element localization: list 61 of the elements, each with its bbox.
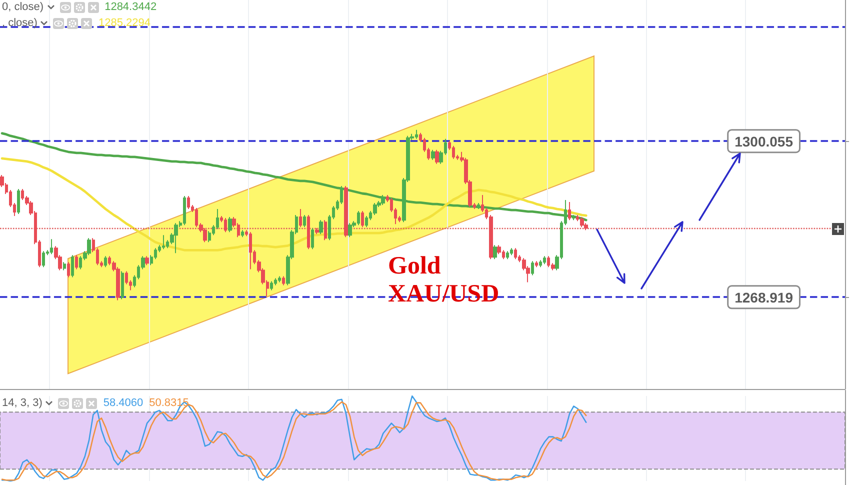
line-series [0, 132, 588, 222]
candlestick [373, 202, 377, 216]
candlestick [303, 214, 306, 228]
candlestick [307, 214, 310, 250]
annotation: 1284.3442 [104, 1, 157, 13]
candlestick [361, 210, 364, 228]
candlestick [174, 222, 178, 254]
candlestick [42, 250, 45, 268]
candlestick [493, 244, 497, 260]
candlestick [514, 248, 517, 260]
candlestick [315, 228, 319, 235]
annotation: 58.4060 [103, 397, 144, 409]
candlestick [228, 216, 232, 233]
candlestick [50, 238, 53, 255]
annotation: 1285.2294 [98, 17, 150, 29]
candlestick [531, 260, 534, 276]
candlestick [311, 228, 314, 250]
candlestick [452, 145, 455, 160]
candlestick [162, 234, 165, 250]
candlestick [510, 248, 513, 256]
candlestick [435, 149, 439, 164]
y-tick-label: 1300.055 [734, 134, 794, 150]
candlestick [224, 218, 227, 233]
candlestick [104, 256, 107, 268]
candlestick [63, 262, 66, 271]
line-series [0, 157, 588, 252]
annotation: 50.8315 [149, 397, 189, 409]
candlestick [348, 222, 352, 238]
annotation: , close) [2, 17, 38, 29]
candlestick [319, 220, 323, 235]
candlestick [282, 276, 285, 286]
candlestick [324, 220, 327, 241]
candlestick [270, 280, 273, 291]
candlestick [543, 256, 546, 265]
candlestick [87, 238, 91, 256]
candlestick [344, 185, 348, 238]
candlestick [539, 260, 542, 268]
candlestick [477, 202, 480, 210]
candlestick [67, 262, 70, 278]
candlestick [71, 254, 74, 278]
candlestick [568, 202, 571, 221]
candlestick [506, 250, 509, 260]
candlestick [121, 270, 124, 300]
candlestick [299, 208, 302, 228]
annotation: 0, close) [2, 1, 44, 13]
candlestick [183, 196, 186, 226]
candlestick [249, 232, 252, 270]
candlestick [497, 244, 501, 255]
candlestick [241, 230, 244, 238]
y-tick-label: 1268.919 [734, 290, 794, 306]
candlestick [187, 196, 190, 210]
candlestick [431, 149, 435, 160]
candlestick [145, 256, 149, 266]
candlestick [580, 216, 584, 228]
legend-title: 14, 3, 3) [2, 397, 42, 409]
candlestick [274, 278, 277, 286]
candlestick [535, 260, 538, 268]
candlestick [381, 194, 385, 206]
candlestick [278, 276, 281, 283]
candlestick [75, 254, 78, 270]
candlestick [17, 188, 20, 215]
